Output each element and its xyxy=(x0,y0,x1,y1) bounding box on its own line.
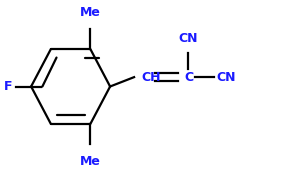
Text: F: F xyxy=(4,80,12,93)
Text: CN: CN xyxy=(216,71,235,84)
Text: C: C xyxy=(184,71,194,84)
Text: CH: CH xyxy=(141,71,161,84)
Text: Me: Me xyxy=(80,6,101,19)
Text: CN: CN xyxy=(178,32,198,45)
Text: Me: Me xyxy=(80,155,101,168)
